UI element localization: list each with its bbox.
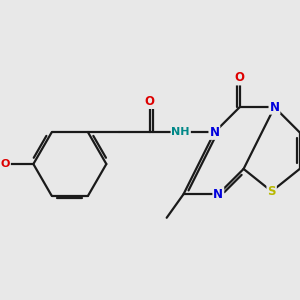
- Text: S: S: [267, 185, 276, 198]
- Text: O: O: [1, 159, 10, 169]
- Text: O: O: [145, 95, 155, 108]
- Text: N: N: [269, 101, 280, 114]
- Text: NH: NH: [172, 128, 190, 137]
- Text: O: O: [235, 71, 245, 85]
- Text: N: N: [209, 126, 219, 139]
- Text: N: N: [213, 188, 223, 201]
